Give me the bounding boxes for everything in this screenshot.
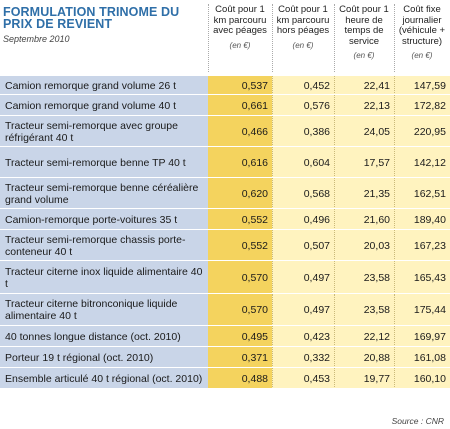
cell-hour: 19,77 [334,368,394,389]
header-divider [394,4,395,72]
table-row: Camion remorque grand volume 40 t 0,661 … [0,95,450,116]
table-row: Tracteur semi-remorque chassis porte-con… [0,230,450,261]
cell-fixed: 175,44 [394,294,450,326]
row-label: Camion-remorque porte-voitures 35 t [0,209,208,230]
cell-hour: 20,03 [334,230,394,261]
column-header-unit: (en €) [229,40,251,50]
row-label: Tracteur semi-remorque chassis porte-con… [0,230,208,261]
cell-no-toll: 0,332 [272,347,334,368]
table-body: Camion remorque grand volume 26 t 0,537 … [0,76,450,389]
table-row: Tracteur citerne inox liquide alimentair… [0,261,450,294]
row-label: Ensemble articulé 40 t régional (oct. 20… [0,368,208,389]
cell-no-toll: 0,423 [272,326,334,347]
cell-hour: 22,41 [334,76,394,95]
cell-fixed: 189,40 [394,209,450,230]
cell-hour: 24,05 [334,116,394,147]
cell-fixed: 162,51 [394,178,450,209]
column-header-label: Coût pour 1 km parcouru hors péages [276,4,330,36]
column-header-label: Coût fixe journalier (véhicule + structu… [398,4,446,47]
cell-fixed: 160,10 [394,368,450,389]
header-divider [334,4,335,72]
cell-fixed: 165,43 [394,261,450,294]
cell-toll: 0,371 [208,347,272,368]
column-header-unit: (en €) [292,40,314,50]
cell-toll: 0,620 [208,178,272,209]
column-header-no-toll: Coût pour 1 km parcouru hors péages (en … [273,4,333,51]
table-row: 40 tonnes longue distance (oct. 2010) 0,… [0,326,450,347]
cell-hour: 21,60 [334,209,394,230]
cell-no-toll: 0,568 [272,178,334,209]
cell-fixed: 167,23 [394,230,450,261]
row-label: Tracteur citerne inox liquide alimentair… [0,261,208,294]
column-header-toll: Coût pour 1 km parcouru avec péages (en … [209,4,271,51]
column-header-label: Coût pour 1 heure de temps de service [339,4,389,47]
cell-no-toll: 0,452 [272,76,334,95]
row-label: 40 tonnes longue distance (oct. 2010) [0,326,208,347]
cell-fixed: 220,95 [394,116,450,147]
cell-toll: 0,495 [208,326,272,347]
cell-toll: 0,552 [208,209,272,230]
cell-toll: 0,537 [208,76,272,95]
cell-fixed: 142,12 [394,147,450,178]
cell-no-toll: 0,497 [272,294,334,326]
cell-fixed: 169,97 [394,326,450,347]
cell-hour: 21,35 [334,178,394,209]
cell-no-toll: 0,507 [272,230,334,261]
table-row: Camion-remorque porte-voitures 35 t 0,55… [0,209,450,230]
cell-no-toll: 0,386 [272,116,334,147]
cell-fixed: 172,82 [394,95,450,116]
cell-hour: 22,13 [334,95,394,116]
table-row: Tracteur semi-remorque benne TP 40 t 0,6… [0,147,450,178]
cell-no-toll: 0,576 [272,95,334,116]
table-row: Tracteur citerne bitronconique liquide a… [0,294,450,326]
row-label: Porteur 19 t régional (oct. 2010) [0,347,208,368]
page-subtitle: Septembre 2010 [3,34,70,44]
column-header-hour: Coût pour 1 heure de temps de service (e… [335,4,393,62]
cell-hour: 17,57 [334,147,394,178]
cell-no-toll: 0,496 [272,209,334,230]
row-label: Camion remorque grand volume 40 t [0,95,208,116]
cell-fixed: 161,08 [394,347,450,368]
cell-toll: 0,616 [208,147,272,178]
cell-no-toll: 0,604 [272,147,334,178]
row-label: Tracteur semi-remorque benne céréalière … [0,178,208,209]
cell-toll: 0,488 [208,368,272,389]
cell-toll: 0,570 [208,261,272,294]
table-row: Porteur 19 t régional (oct. 2010) 0,371 … [0,347,450,368]
cell-hour: 20,88 [334,347,394,368]
column-header-fixed: Coût fixe journalier (véhicule + structu… [395,4,449,62]
cell-toll: 0,661 [208,95,272,116]
header-divider [208,4,209,72]
cell-hour: 23,58 [334,294,394,326]
header-divider [272,4,273,72]
table-row: Tracteur semi-remorque avec groupe réfri… [0,116,450,147]
column-header-unit: (en €) [353,51,375,60]
table-header: FORMULATION TRINOME DU PRIX DE REVIENT S… [0,0,450,76]
table-row: Tracteur semi-remorque benne céréalière … [0,178,450,209]
cell-hour: 23,58 [334,261,394,294]
page-title: FORMULATION TRINOME DU PRIX DE REVIENT [3,5,180,31]
row-label: Tracteur citerne bitronconique liquide a… [0,294,208,326]
cell-no-toll: 0,453 [272,368,334,389]
source-note: Source : CNR [391,416,444,426]
row-label: Tracteur semi-remorque benne TP 40 t [0,147,208,178]
column-header-unit: (en €) [411,51,433,60]
column-header-label: Coût pour 1 km parcouru avec péages [213,4,267,36]
table-row: Camion remorque grand volume 26 t 0,537 … [0,76,450,95]
cell-toll: 0,466 [208,116,272,147]
cell-toll: 0,552 [208,230,272,261]
cell-no-toll: 0,497 [272,261,334,294]
cell-fixed: 147,59 [394,76,450,95]
row-label: Tracteur semi-remorque avec groupe réfri… [0,116,208,147]
row-label: Camion remorque grand volume 26 t [0,76,208,95]
table-row: Ensemble articulé 40 t régional (oct. 20… [0,368,450,389]
cell-hour: 22,12 [334,326,394,347]
cell-toll: 0,570 [208,294,272,326]
